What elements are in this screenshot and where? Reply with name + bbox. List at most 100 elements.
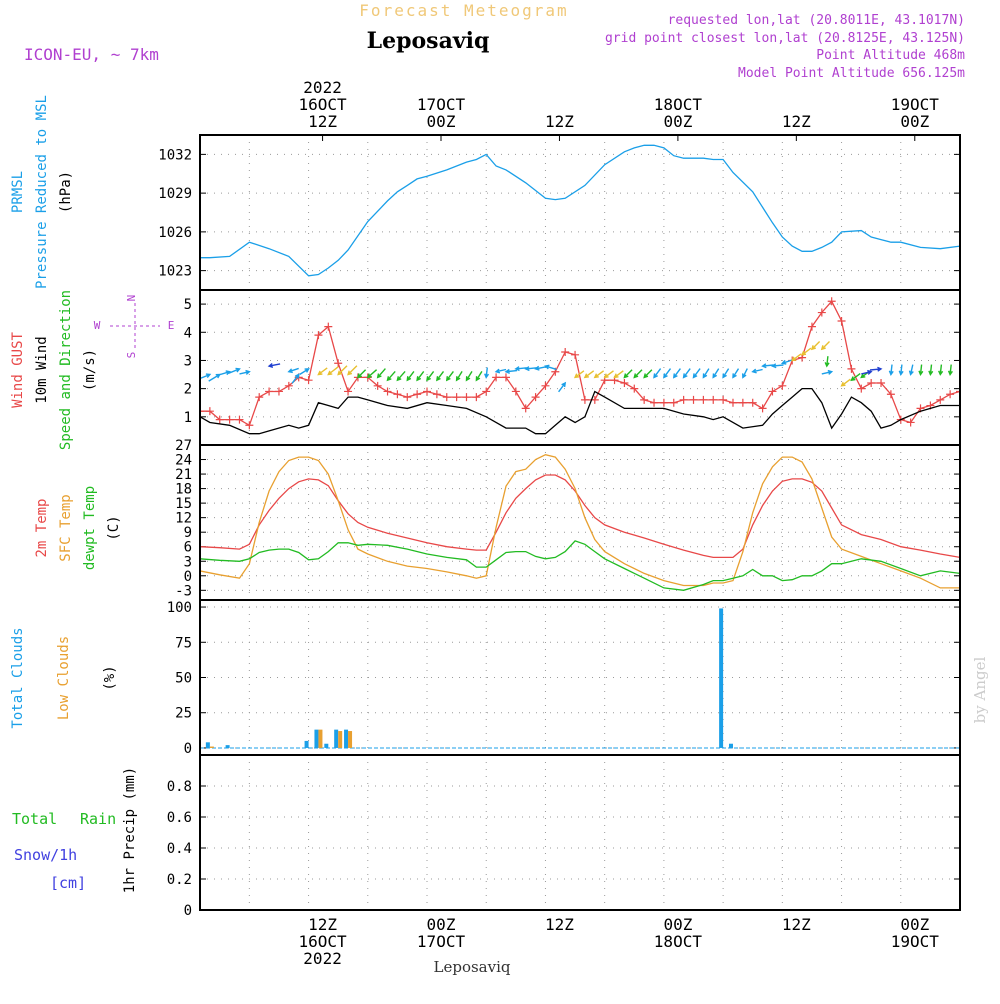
side-label: SFC Temp: [58, 494, 74, 561]
wind-arrow: [514, 366, 527, 372]
wind-arrow: [888, 364, 894, 376]
wind-arrow: [692, 368, 701, 379]
gust-marker: [482, 387, 491, 396]
side-label: Pressure Reduced to MSL: [34, 95, 50, 289]
gust-marker: [541, 381, 550, 390]
side-label: Wind GUST: [10, 332, 26, 408]
y-tick-label: 3: [184, 554, 192, 570]
time-label-top: 2022: [303, 78, 342, 97]
y-tick-label: 0.4: [167, 841, 192, 857]
wind-arrow: [810, 341, 821, 351]
wind-arrow: [524, 366, 537, 372]
wind-arrow: [908, 364, 914, 376]
wind-arrow: [820, 341, 830, 351]
gust-marker: [669, 398, 678, 407]
wind-arrow: [376, 368, 386, 379]
gust-marker: [265, 387, 274, 396]
time-label-bottom: 2022: [303, 949, 342, 968]
y-tick-label: 0.2: [167, 872, 192, 888]
series-line-sfc-temp: [200, 454, 960, 589]
wind-arrow: [840, 378, 851, 387]
y-tick-label: 3: [184, 353, 192, 369]
bar-total-clouds: [304, 740, 309, 748]
precip-rain-label: Rain: [80, 810, 116, 828]
wind-arrow: [573, 370, 585, 379]
gust-marker: [324, 322, 333, 331]
wind-arrow: [267, 362, 281, 368]
wind-arrow: [682, 368, 691, 379]
y-tick-label: 0.6: [167, 810, 192, 826]
y-tick-label: 18: [175, 482, 192, 498]
gust-marker: [679, 395, 688, 404]
wind-arrow: [504, 368, 518, 374]
y-tick-label: 21: [175, 467, 192, 483]
y-tick-label: 9: [184, 525, 192, 541]
gust-marker: [393, 390, 402, 399]
wind-arrow: [436, 370, 445, 382]
y-tick-label: 1026: [158, 225, 192, 241]
y-tick-label: 4: [184, 325, 192, 341]
y-tick-label: 25: [175, 706, 192, 722]
gust-marker: [245, 421, 254, 430]
gust-marker: [200, 407, 204, 416]
side-label: Speed and Direction: [58, 290, 74, 450]
time-label-top: 00Z: [427, 112, 456, 131]
wind-arrow: [742, 368, 748, 379]
gust-marker: [857, 384, 866, 393]
side-label: Low Clouds: [56, 636, 72, 720]
wind-arrow: [623, 369, 633, 379]
bar-total-clouds: [225, 745, 230, 748]
gust-marker: [877, 379, 886, 387]
wind-arrow: [239, 369, 251, 375]
gust-marker: [738, 398, 747, 407]
time-label-top: 17OCT: [417, 95, 466, 114]
gust-marker: [689, 395, 698, 404]
y-tick-label: 1023: [158, 264, 192, 280]
panel-precip: 0 0.2 0.4 0.6 0.8: [167, 754, 961, 919]
compass-east: E: [168, 319, 175, 332]
gust-marker: [205, 407, 214, 416]
time-label-bottom: 16OCT: [298, 932, 347, 951]
time-label-top: 18OCT: [654, 95, 703, 114]
app-title: Forecast Meteogram: [359, 1, 568, 20]
side-label: PRMSL: [10, 171, 26, 213]
gust-marker: [620, 379, 629, 387]
gust-marker: [521, 404, 530, 413]
wind-arrow: [751, 368, 763, 374]
bar-low-clouds: [338, 731, 343, 748]
wind-arrow: [918, 364, 924, 376]
wind-arrow: [426, 370, 435, 382]
wind-arrow: [663, 368, 672, 379]
panel-pressure: 1023 1026 1029 1032: [158, 134, 961, 291]
time-label-top: 12Z: [782, 112, 811, 131]
gust-marker: [511, 387, 520, 396]
series-line-prmsl: [200, 144, 960, 277]
gust-marker: [640, 395, 649, 404]
gust-marker: [423, 387, 432, 396]
precip-snow-unit: [cm]: [50, 874, 86, 892]
precip-axis-label: 1hr Precip (mm): [122, 767, 138, 893]
time-label-bottom: 12Z: [308, 915, 337, 934]
wind-arrow: [824, 356, 830, 368]
wind-arrow: [722, 368, 730, 379]
gust-marker: [719, 395, 728, 404]
side-label: Total Clouds: [10, 627, 26, 728]
side-label: (C): [106, 515, 122, 540]
compass-north: N: [125, 295, 138, 302]
credit-watermark: by Angel: [971, 656, 989, 723]
gust-marker: [956, 387, 960, 396]
wind-arrow: [534, 365, 547, 371]
gust-marker: [255, 393, 264, 402]
y-tick-label: 0.8: [167, 779, 192, 795]
y-tick-label: 12: [175, 511, 192, 527]
y-tick-label: 50: [175, 671, 192, 687]
wind-arrow: [228, 367, 241, 374]
side-label: (m/s): [82, 349, 98, 391]
gust-marker: [837, 317, 846, 325]
bar-total-clouds: [728, 743, 733, 748]
wind-arrow: [593, 370, 605, 379]
time-label-bottom: 12Z: [782, 915, 811, 934]
wind-arrow: [732, 368, 740, 379]
bar-total-clouds: [314, 729, 319, 748]
